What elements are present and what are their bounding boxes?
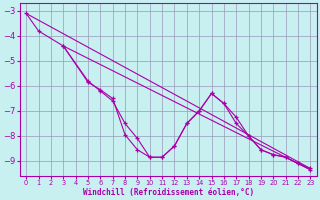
X-axis label: Windchill (Refroidissement éolien,°C): Windchill (Refroidissement éolien,°C) [83, 188, 254, 197]
